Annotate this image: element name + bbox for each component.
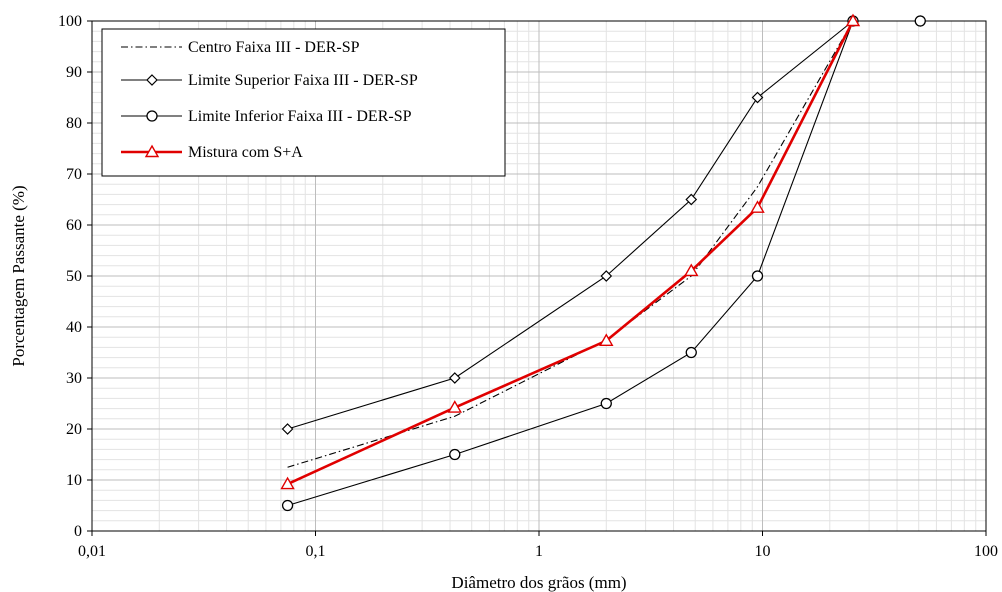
x-tick-label: 0,1 (306, 543, 326, 560)
triangle-marker (845, 13, 861, 27)
triangle-marker (599, 333, 614, 346)
x-axis-ticks: 0,01 0,1 1 10 100 (78, 531, 998, 560)
y-tick-label: 10 (66, 472, 82, 489)
y-tick-label: 90 (66, 64, 82, 81)
y-tick-label: 100 (58, 13, 82, 30)
legend: Centro Faixa III - DER-SP Limite Superior… (101, 28, 506, 177)
circle-marker (685, 346, 697, 359)
circle-marker (751, 270, 764, 282)
triangle-marker (750, 200, 765, 213)
y-tick-label: 50 (66, 268, 82, 285)
series-layer (280, 13, 927, 512)
circle-marker (600, 397, 612, 410)
legend-label: Centro Faixa III - DER-SP (188, 39, 360, 56)
diamond-marker (751, 91, 764, 104)
circle-marker (146, 110, 158, 122)
legend-item-1: Centro Faixa III - DER-SP (121, 39, 360, 56)
y-tick-label: 70 (66, 166, 82, 183)
triangle-marker (280, 476, 295, 490)
y-axis-title: Porcentagem Passante (%) (9, 185, 28, 366)
legend-item-2: Limite Superior Faixa III - DER-SP (121, 72, 418, 89)
diamond-marker (448, 372, 461, 384)
x-tick-label: 1 (535, 543, 543, 560)
circle-marker (449, 448, 461, 461)
y-tick-label: 80 (66, 115, 82, 132)
y-tick-label: 30 (66, 370, 82, 387)
series-line (287, 20, 855, 486)
y-tick-label: 20 (66, 421, 82, 438)
circle-marker (914, 15, 926, 27)
legend-label: Limite Superior Faixa III - DER-SP (188, 72, 418, 89)
y-tick-label: 40 (66, 319, 82, 336)
triangle-marker (144, 144, 160, 158)
y-tick-label: 0 (74, 523, 82, 540)
x-tick-label: 0,01 (78, 543, 106, 560)
legend-item-4: Mistura com S+A (121, 144, 303, 161)
y-axis-ticks: 0 10 20 30 40 50 60 70 80 90 100 (58, 13, 92, 540)
legend-label: Limite Inferior Faixa III - DER-SP (188, 108, 412, 125)
y-tick-label: 60 (66, 217, 82, 234)
legend-label: Mistura com S+A (188, 144, 303, 161)
circle-marker (281, 499, 294, 512)
legend-item-3: Limite Inferior Faixa III - DER-SP (121, 108, 412, 125)
diamond-marker (146, 74, 158, 86)
x-axis-title: Diâmetro dos grãos (mm) (451, 573, 626, 592)
triangle-marker (684, 263, 699, 277)
diamond-marker (281, 423, 294, 435)
series-4 (280, 13, 861, 490)
x-tick-label: 100 (974, 543, 998, 560)
diamond-marker (600, 270, 613, 282)
triangle-marker (447, 400, 463, 413)
x-tick-label: 10 (755, 543, 771, 560)
diamond-marker (685, 193, 698, 206)
